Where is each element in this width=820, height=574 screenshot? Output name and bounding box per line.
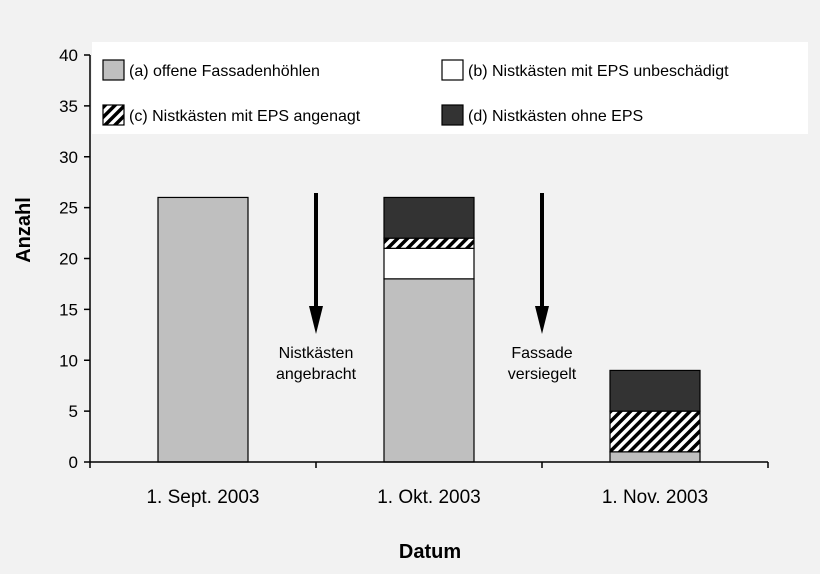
y-tick-label-40: 40 [59,46,78,65]
y-tick-label-15: 15 [59,300,78,319]
annotations: Nistkästen angebracht Fassade versiegelt [276,193,577,383]
legend: (a) offene Fassadenhöhlen (b) Nistkästen … [92,42,808,134]
bar-segment-a-3 [609,451,701,463]
y-tick-label-35: 35 [59,97,78,116]
bar-segment-d-3 [609,369,701,412]
legend-swatch-a [102,59,125,81]
bar-segment-d-2 [383,196,475,239]
x-tick-label-1: 1. Sept. 2003 [146,487,259,508]
y-tick-label-25: 25 [59,199,78,218]
legend-label-c: (c) Nistkästen mit EPS angenagt [129,108,361,125]
y-tick-label-20: 20 [59,250,78,269]
y-tick-label-0: 0 [69,453,78,472]
y-tick-label-10: 10 [59,351,78,370]
bar-segment-c-3 [609,410,701,453]
legend-label-a: (a) offene Fassadenhöhlen [129,63,320,80]
annotation-text-2-2: versiegelt [508,366,577,383]
annotation-arrow-head-2 [535,306,549,334]
x-tick-label-3: 1. Nov. 2003 [602,487,708,508]
annotation-arrow-head-1 [309,306,323,334]
y-tick-label-30: 30 [59,148,78,167]
legend-label-b: (b) Nistkästen mit EPS unbeschädigt [468,63,729,80]
annotation-text-1-2: angebracht [276,366,357,383]
bar-segment-b-2 [383,247,475,280]
bar-segment-c-2 [383,237,475,249]
legend-swatch-b [441,59,464,81]
y-axis-title: Anzahl [13,197,35,263]
bar-segment-a-2 [383,278,475,463]
legend-swatch-c [102,104,125,126]
x-axis-title: Datum [399,541,461,563]
bars [157,196,701,463]
y-tick-label-5: 5 [69,402,78,421]
axes: 0 5 10 15 20 25 30 35 40 1. Sept. 2003 1. Okt. 200… [59,46,769,508]
bar-segment-a-1 [157,196,249,463]
x-tick-label-2: 1. Okt. 2003 [377,487,481,508]
legend-swatch-d [441,104,464,126]
annotation-text-2-1: Fassade [511,345,572,362]
annotation-text-1-1: Nistkästen [279,345,354,362]
legend-label-d: (d) Nistkästen ohne EPS [468,108,643,125]
